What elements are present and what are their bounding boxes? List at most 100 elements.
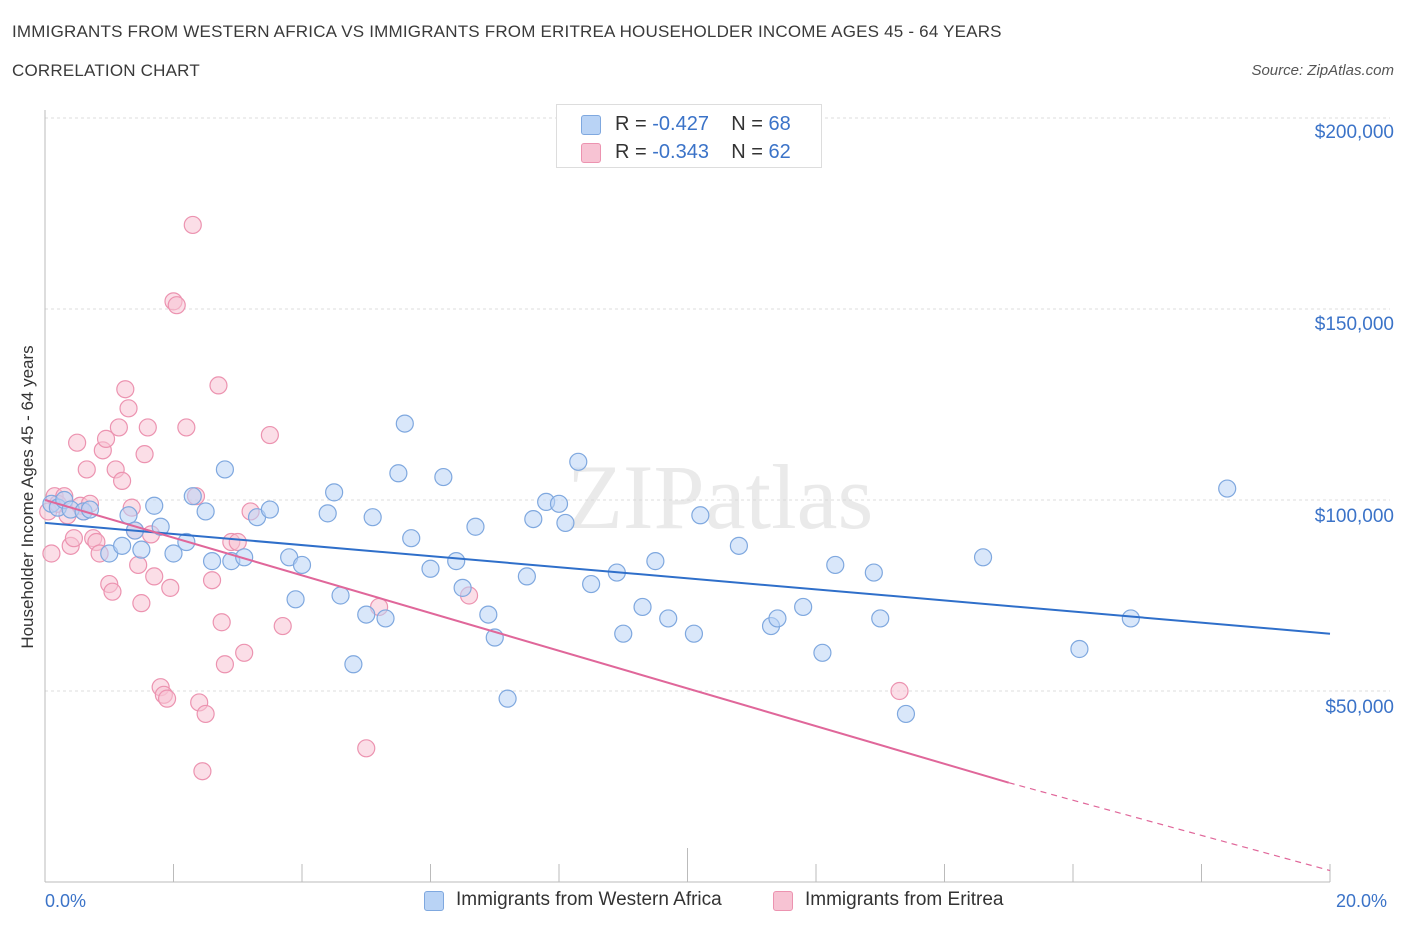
data-point — [357, 605, 376, 624]
data-point — [209, 376, 228, 395]
data-point — [196, 704, 215, 724]
r-label: R = — [615, 113, 653, 135]
data-point — [633, 597, 652, 617]
data-point — [871, 609, 890, 628]
data-point — [357, 739, 376, 758]
data-point — [138, 418, 157, 437]
data-point — [215, 655, 234, 674]
data-point — [215, 460, 234, 479]
data-point — [228, 532, 247, 552]
data-point — [212, 613, 231, 632]
data-point — [109, 418, 128, 437]
data-point — [325, 483, 344, 502]
y-tick-label: $150,000 — [1314, 314, 1394, 335]
n-value: 62 — [768, 141, 791, 163]
chart-subtitle: CORRELATION CHART — [12, 61, 200, 80]
data-point — [196, 502, 215, 521]
data-point — [167, 296, 186, 315]
data-point — [292, 555, 312, 575]
data-point — [235, 548, 254, 567]
data-point — [177, 418, 196, 437]
data-point — [112, 536, 132, 555]
data-point — [376, 609, 395, 628]
data-point — [434, 467, 453, 487]
data-point — [684, 624, 704, 643]
grid-lines — [45, 117, 1390, 692]
legend-label: Immigrants from Eritrea — [805, 889, 1004, 910]
data-point — [119, 506, 138, 525]
data-point — [145, 496, 164, 515]
n-label: N = — [731, 141, 769, 163]
data-point — [395, 414, 414, 433]
data-point — [363, 508, 382, 527]
data-point — [344, 655, 363, 674]
data-point — [318, 504, 337, 523]
data-point — [517, 567, 536, 586]
data-point — [498, 689, 517, 708]
chart-title: IMMIGRANTS FROM WESTERN AFRICA VS IMMIGR… — [12, 22, 1002, 41]
watermark: ZIPatlas — [567, 446, 874, 548]
data-point — [42, 544, 61, 563]
data-point — [145, 567, 164, 586]
data-point — [447, 552, 466, 571]
data-point — [582, 574, 601, 594]
data-point — [973, 548, 993, 567]
n-label: N = — [731, 113, 769, 135]
data-point — [129, 555, 148, 575]
data-point — [116, 380, 135, 399]
data-point — [549, 494, 569, 513]
data-point — [64, 529, 84, 548]
data-point — [164, 544, 183, 563]
source-label: Source: ZipAtlas.com — [1251, 62, 1394, 79]
n-value: 68 — [768, 113, 791, 135]
data-point — [119, 399, 138, 418]
data-point — [794, 597, 813, 617]
data-point — [453, 578, 472, 597]
data-point — [421, 559, 440, 578]
data-point — [132, 594, 151, 613]
data-point — [524, 509, 543, 529]
legend-swatch-pink — [581, 143, 601, 163]
data-point — [646, 552, 665, 571]
data-point — [183, 215, 202, 235]
legend-swatch-blue — [424, 891, 444, 911]
data-point — [813, 643, 832, 662]
data-point — [286, 590, 305, 609]
data-point — [103, 582, 122, 601]
data-point — [112, 471, 132, 490]
legend-label: Immigrants from Western Africa — [456, 889, 722, 910]
data-point — [729, 536, 749, 555]
data-point — [1218, 479, 1237, 498]
stats-legend: R = -0.427 N = 68 R = -0.343 N = 62 — [556, 104, 822, 168]
data-point — [77, 460, 96, 479]
trend-lines — [44, 499, 1331, 872]
data-point — [202, 571, 222, 590]
data-point — [826, 555, 845, 575]
data-point — [896, 704, 916, 724]
data-point — [260, 500, 279, 519]
axes — [44, 110, 1331, 883]
data-point — [614, 624, 633, 643]
data-point — [96, 429, 116, 448]
trend-line-eritrea — [44, 499, 1010, 784]
data-point — [68, 433, 87, 452]
data-point — [691, 506, 710, 525]
data-point — [864, 563, 883, 582]
r-value: -0.427 — [652, 113, 709, 135]
r-label: R = — [615, 141, 653, 163]
data-point — [659, 609, 678, 628]
trend-line-western-africa — [44, 521, 1331, 635]
data-point — [1070, 639, 1089, 659]
data-point — [466, 517, 485, 536]
data-point — [132, 540, 151, 559]
data-point — [273, 616, 292, 636]
data-point — [331, 586, 350, 605]
trend-line-eritrea-extrapolated — [1008, 782, 1331, 872]
x-tick-label: 20.0% — [1336, 891, 1388, 911]
data-point — [556, 513, 575, 533]
y-tick-label: $200,000 — [1314, 122, 1394, 143]
data-point — [260, 425, 279, 445]
data-point — [402, 529, 421, 548]
data-point — [183, 487, 202, 506]
